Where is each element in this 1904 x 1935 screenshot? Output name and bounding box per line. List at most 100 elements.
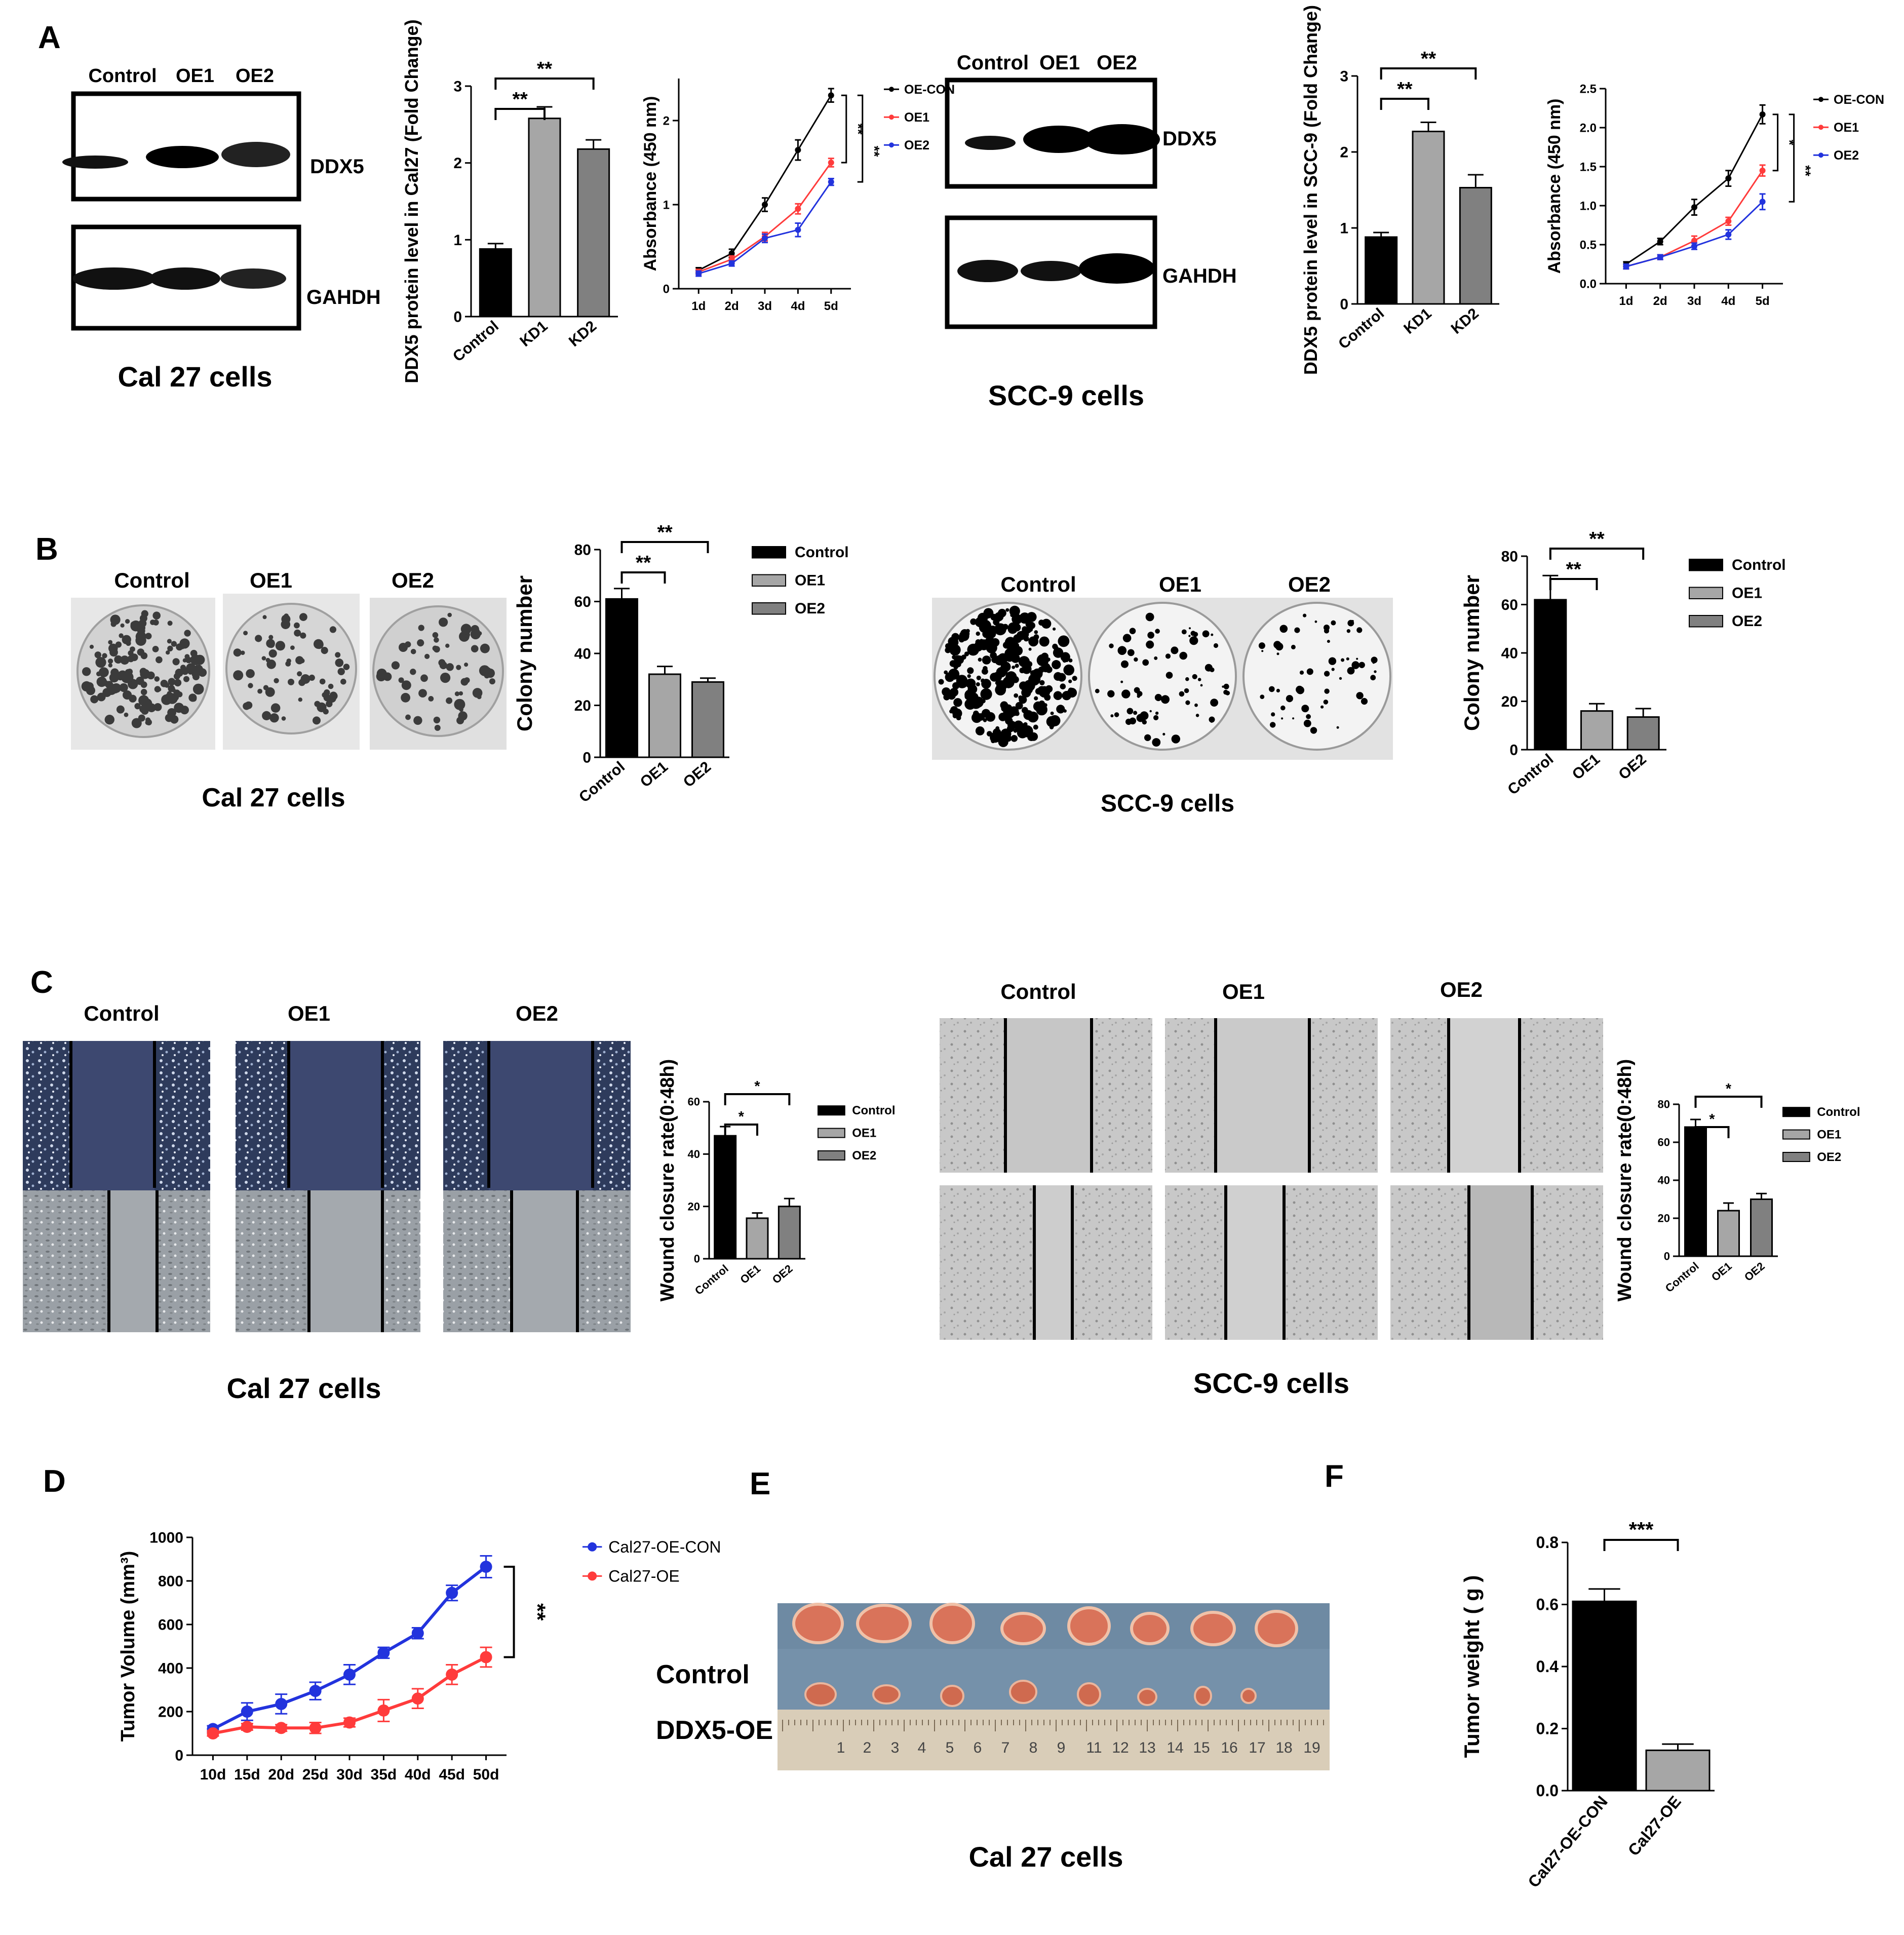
A2-sig-bracket-2 [857, 94, 864, 183]
D-xtick-label-1: 10d [200, 1766, 226, 1783]
D-series-1-point-9 [480, 1561, 492, 1573]
colony-dot [1014, 720, 1024, 730]
C1-legend-swatch-2 [818, 1128, 845, 1138]
C1-xtick-label-1: Control [692, 1262, 731, 1297]
C1-bar-3 [778, 1206, 801, 1260]
colony-dot [978, 657, 982, 662]
colony-dot [965, 629, 970, 633]
caption-b-left: Cal 27 cells [202, 783, 345, 812]
colony-dot [1019, 681, 1028, 690]
tumor-control-1 [792, 1603, 844, 1644]
A3-ytick-label: 3 [1340, 68, 1348, 85]
C1-sig-bracket-1 [724, 1124, 758, 1136]
A4-sig-bracket-2 [1789, 113, 1795, 203]
colony-dot [1052, 643, 1058, 649]
A2-legend-label-3: OE2 [904, 138, 929, 152]
colony-dot [970, 697, 982, 709]
colony-dot [998, 713, 1007, 721]
colony-dot [1005, 735, 1012, 742]
D-series-2-point-9 [480, 1651, 492, 1663]
B1-sig-bracket-1 [620, 571, 666, 584]
A4-sig-bracket-1 [1772, 113, 1779, 172]
colony-dot [1193, 632, 1198, 637]
colony-dot [1328, 657, 1337, 665]
colony-dot [460, 624, 472, 635]
A1-bar-2 [528, 118, 561, 318]
colony-dot [1152, 738, 1161, 747]
colony-dot [434, 724, 441, 731]
colony-dot [1324, 688, 1330, 694]
B2-bar-3 [1626, 716, 1660, 751]
C2-ytick-label: 40 [1658, 1174, 1670, 1187]
A2-series-2-line [698, 162, 832, 273]
colony-dot [964, 693, 972, 700]
D-series-1-point-6 [377, 1646, 390, 1659]
colony-dot [1121, 689, 1131, 699]
colony-dot [938, 679, 944, 685]
colony-dot [248, 683, 253, 688]
C2-sig-label-2: * [1726, 1081, 1732, 1097]
A4-series-2-line [1625, 170, 1763, 267]
colony-dot [152, 646, 159, 652]
colony-dot [270, 703, 281, 713]
colony-dot [949, 644, 961, 656]
D-xtick-label-8: 45d [439, 1766, 465, 1783]
colony-scc9-label-2: OE1 [1159, 572, 1201, 596]
colony-dot [432, 632, 439, 638]
colony-dot [1015, 702, 1023, 710]
colony-dot [189, 666, 195, 671]
ruler-number-3: 3 [891, 1739, 900, 1756]
blot-cal27-lane-2: OE1 [176, 65, 214, 87]
colony-dot [456, 665, 461, 670]
C1-sig-label-1: * [739, 1109, 745, 1125]
colony-dot [440, 672, 451, 683]
A4-series-1-point-2 [1657, 238, 1663, 245]
colony-dot [459, 707, 463, 712]
A3-ytick-label: 2 [1340, 144, 1348, 161]
colony-dot [1154, 693, 1162, 702]
colony-dot [1068, 679, 1072, 683]
colony-dot [1063, 664, 1074, 676]
B2-ytick-label: 60 [1501, 597, 1518, 613]
colony-dot [1155, 629, 1160, 634]
chart-A3: 0 1 2 3 DDX5 protein level in SCC-9 (Fold Ch… [1300, 5, 1499, 375]
A2-legend-label-1: OE-CON [904, 83, 955, 97]
colony-dot [299, 613, 307, 621]
F-sig-label-1: *** [1629, 1518, 1654, 1541]
colony-dot [985, 713, 992, 720]
colony-dot [1165, 653, 1171, 659]
D-series-2-point-1 [207, 1727, 219, 1739]
colony-dot [1171, 646, 1179, 654]
C2-legend-swatch-1 [1782, 1107, 1810, 1117]
colony-dot [1028, 647, 1032, 651]
C2-sig-label-1: * [1709, 1111, 1715, 1128]
colony-dot [294, 629, 301, 637]
colony-dot [1062, 691, 1071, 701]
chart-A4: 0.0 0.5 1.0 1.5 2.0 2.5 Absorbance (450 nm) 1d 2… [1545, 82, 1884, 308]
B2-xtick-label-3: OE2 [1615, 751, 1649, 783]
C1-legend-swatch-3 [818, 1150, 845, 1160]
colony-dot [1291, 644, 1296, 649]
colony-dot [300, 674, 310, 684]
colony-dot [1153, 715, 1159, 720]
A4-series-3-point-4 [1725, 231, 1732, 238]
colony-dot [1110, 714, 1114, 718]
colony-dot [994, 655, 1005, 666]
B1-ytick-label: 20 [574, 698, 591, 714]
A2-sig-bracket-1 [841, 94, 847, 164]
A4-ytick-label: 1.5 [1580, 160, 1597, 174]
colony-dot [288, 678, 294, 685]
colony-dot [321, 647, 328, 654]
colony-dot [1155, 711, 1159, 715]
C2-sig-bracket-1 [1694, 1126, 1730, 1138]
colony-dot [1005, 608, 1009, 612]
colony-dot [139, 705, 147, 713]
colony-dot [1114, 712, 1119, 717]
colony-dot [1223, 689, 1228, 695]
colony-dot [167, 645, 173, 652]
colony-dot [265, 687, 275, 697]
colony-dot [1286, 695, 1293, 703]
colony-dot [192, 683, 204, 695]
B2-xtick-label-2: OE1 [1569, 751, 1603, 783]
colony-dot [337, 668, 345, 676]
